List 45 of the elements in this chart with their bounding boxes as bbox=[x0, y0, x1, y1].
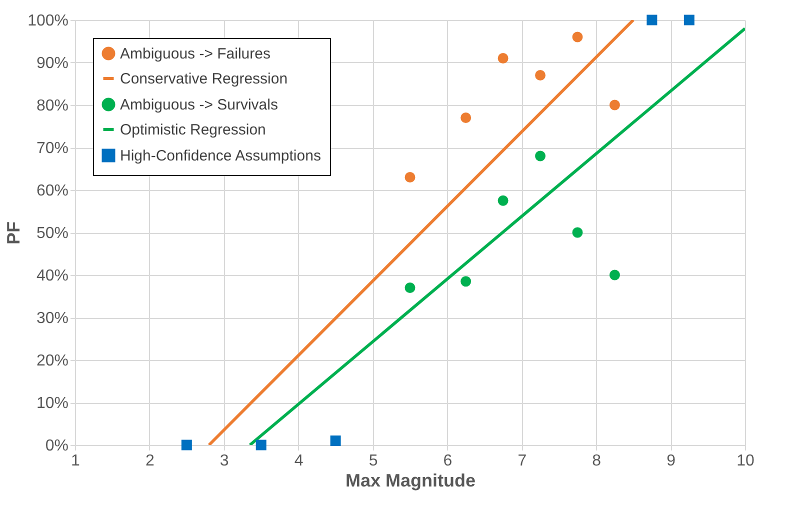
legend-label: Optimistic Regression bbox=[120, 122, 266, 138]
point bbox=[535, 70, 546, 80]
x-tick-label: 6 bbox=[443, 452, 452, 470]
point bbox=[609, 100, 620, 110]
legend-label: Ambiguous -> Failures bbox=[120, 46, 270, 62]
x-tick-label: 10 bbox=[736, 452, 754, 470]
point bbox=[404, 172, 416, 182]
y-tick-label: 50% bbox=[36, 225, 68, 242]
y-tick-label: 40% bbox=[36, 268, 68, 284]
x-tick-label: 2 bbox=[145, 452, 154, 470]
point bbox=[646, 14, 658, 26]
point bbox=[572, 227, 583, 238]
point bbox=[330, 436, 341, 446]
point bbox=[460, 112, 472, 123]
x-tick-label: 5 bbox=[368, 452, 378, 470]
y-tick-label: 70% bbox=[36, 140, 68, 157]
y-tick-label: 60% bbox=[36, 182, 68, 200]
y-tick-label: 100% bbox=[28, 12, 68, 30]
point bbox=[256, 440, 266, 450]
point bbox=[498, 195, 508, 206]
y-tick-label: 10% bbox=[36, 395, 68, 412]
x-axis-title: Max Magnitude bbox=[345, 470, 476, 490]
point bbox=[684, 14, 694, 26]
x-tick-label: 9 bbox=[666, 452, 676, 470]
y-axis-title: PF bbox=[4, 221, 24, 245]
x-tick-label: 8 bbox=[592, 452, 602, 470]
x-tick-label: 1 bbox=[71, 452, 80, 470]
point bbox=[609, 270, 620, 280]
x-tick-label: 4 bbox=[294, 452, 304, 470]
point bbox=[181, 440, 192, 450]
y-tick-label: 90% bbox=[36, 55, 68, 72]
x-tick-label: 3 bbox=[220, 452, 229, 470]
point bbox=[404, 282, 416, 293]
legend-label: Ambiguous -> Survivals bbox=[120, 96, 278, 114]
point bbox=[535, 150, 546, 162]
y-tick-label: 20% bbox=[36, 352, 68, 370]
y-tick-label: 30% bbox=[36, 310, 68, 327]
point bbox=[572, 32, 583, 42]
point bbox=[498, 53, 508, 64]
x-tick-label: 7 bbox=[518, 452, 527, 470]
point bbox=[460, 276, 472, 287]
y-tick-label: 80% bbox=[36, 98, 68, 114]
y-tick-label: 0% bbox=[45, 438, 68, 454]
legend-label: High-Confidence Assumptions bbox=[120, 148, 321, 164]
legend-label: Conservative Regression bbox=[120, 70, 288, 88]
